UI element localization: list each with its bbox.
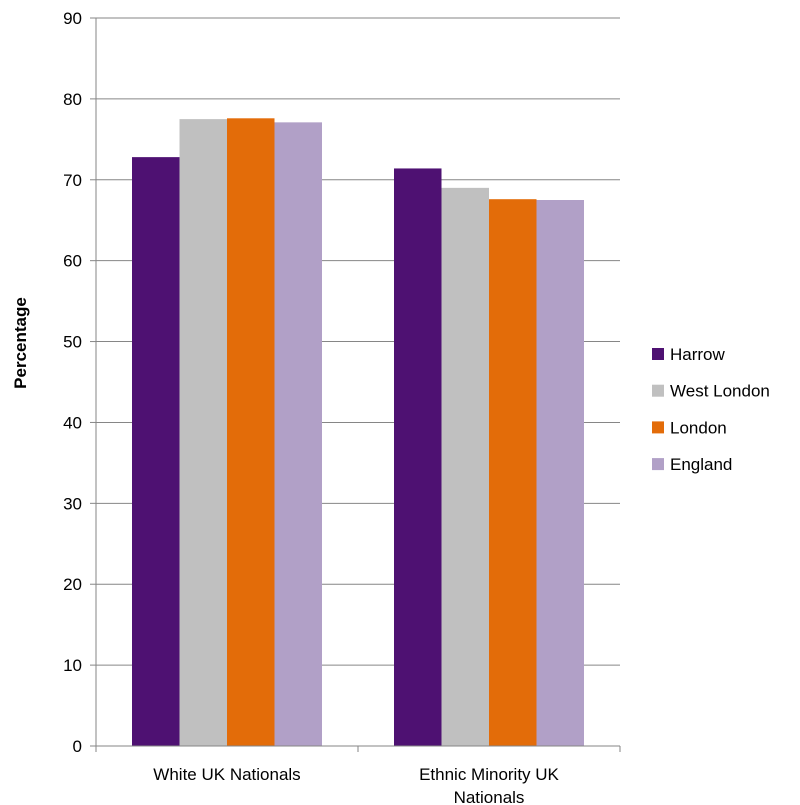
bar-west-london <box>441 187 489 746</box>
legend-label: Harrow <box>670 345 726 364</box>
legend-label: London <box>670 418 727 437</box>
y-tick-label: 80 <box>63 90 82 109</box>
bar-london <box>227 118 275 746</box>
bar-london <box>489 199 537 747</box>
y-tick-label: 10 <box>63 656 82 675</box>
y-tick-label: 50 <box>63 333 82 352</box>
y-tick-label: 90 <box>63 9 82 28</box>
y-tick-label: 70 <box>63 171 82 190</box>
y-tick-label: 40 <box>63 413 82 432</box>
bar-west-london <box>179 119 227 747</box>
axes <box>95 18 621 752</box>
x-category-labels: White UK Nationals Ethnic Minority UK Nati… <box>153 765 559 805</box>
y-axis-label: Percentage <box>11 297 30 389</box>
bars <box>132 118 584 747</box>
legend-swatch <box>652 384 664 397</box>
y-tick-labels: 0 10 20 30 40 50 60 70 80 90 <box>63 9 82 756</box>
legend: Harrow West London London England <box>652 345 770 474</box>
legend-label: England <box>670 455 732 474</box>
y-tick-label: 60 <box>63 252 82 271</box>
y-tick-label: 20 <box>63 575 82 594</box>
x-category-label: White UK Nationals <box>153 765 300 784</box>
legend-swatch <box>652 421 664 434</box>
legend-swatch <box>652 458 664 471</box>
legend-swatch <box>652 348 664 360</box>
legend-label: West London <box>670 382 770 401</box>
bar-harrow <box>394 168 442 746</box>
bar-england <box>274 122 322 746</box>
y-tick-label: 30 <box>63 494 82 513</box>
bar-england <box>536 200 584 746</box>
bar-harrow <box>132 157 180 746</box>
y-tick-label: 0 <box>73 737 82 756</box>
x-category-label: Ethnic Minority UK Nationals <box>419 765 559 805</box>
